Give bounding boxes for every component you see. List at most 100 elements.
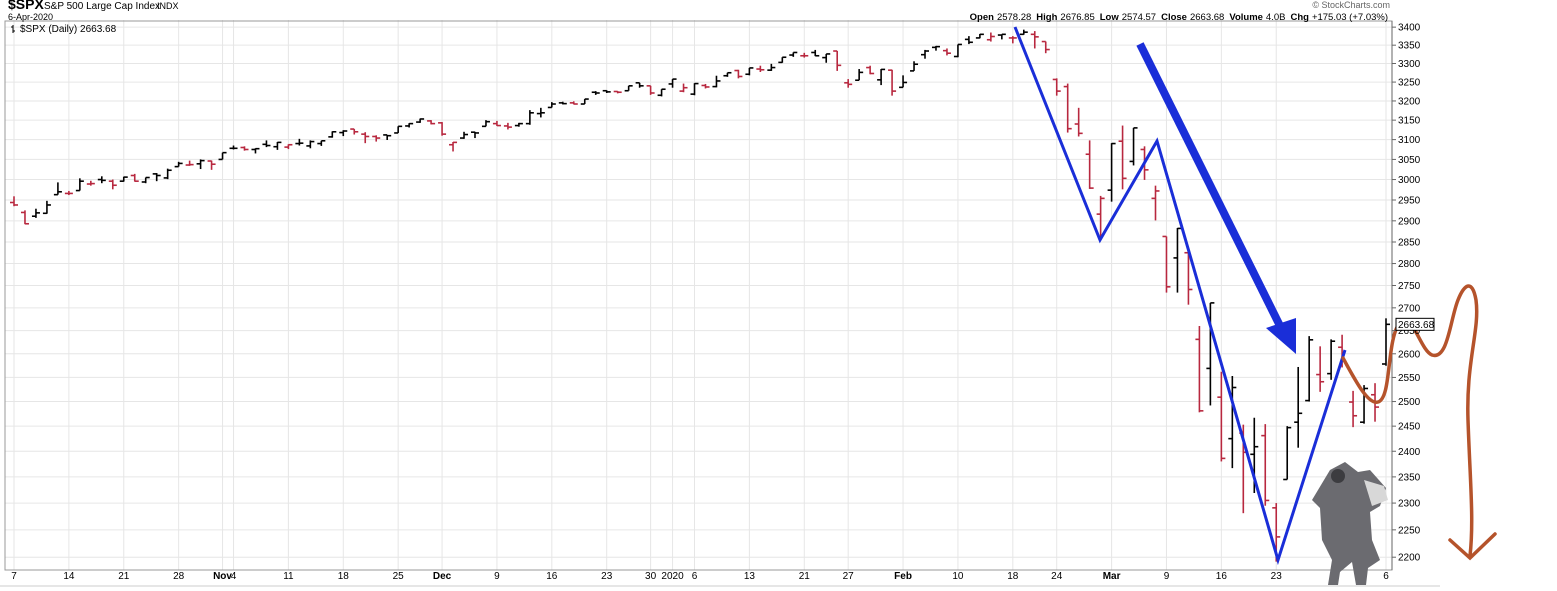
- y-tick-label: 3200: [1398, 96, 1421, 107]
- rider-image: [1312, 462, 1388, 585]
- ohlc-bar: [1096, 195, 1105, 240]
- x-tick-label: 16: [546, 571, 558, 582]
- ohlc-bar: [921, 49, 930, 59]
- ohlc-bar: [800, 52, 809, 58]
- ohlc-bar: [734, 69, 743, 79]
- ohlc-bar: [569, 101, 578, 105]
- ohlc-bar: [1327, 339, 1336, 380]
- x-tick-label: 2020: [661, 571, 684, 582]
- forecast-arrow-head: [1448, 532, 1497, 561]
- header-label: Volume: [1229, 12, 1263, 23]
- ohlc-bar: [427, 120, 436, 125]
- ohlc-bar: [251, 147, 260, 154]
- ohlc-bar: [1316, 346, 1325, 392]
- header-label: Low: [1100, 12, 1120, 23]
- arrow-head: [1266, 318, 1296, 354]
- ohlc-bar: [53, 182, 62, 196]
- ohlc-bar: [481, 120, 490, 128]
- ohlc-bar: [942, 48, 951, 56]
- ohlc-bar: [1019, 29, 1028, 36]
- ohlc-bar: [295, 138, 304, 146]
- x-tick-label: 25: [393, 571, 405, 582]
- ohlc-bar: [229, 145, 238, 150]
- x-tick-label: 7: [11, 571, 17, 582]
- ohlc-bar: [624, 85, 633, 92]
- x-tick-label: 18: [1007, 571, 1019, 582]
- header-label: Open: [970, 12, 994, 23]
- ohlc-bar: [833, 50, 842, 71]
- ohlc-bar: [207, 160, 216, 170]
- ohlc-bar: [97, 176, 106, 184]
- ohlc-bar: [273, 141, 282, 150]
- ohlc-bar: [1008, 36, 1017, 44]
- x-tick-label: 21: [118, 571, 130, 582]
- x-tick-label: Nov: [213, 571, 232, 582]
- header-value: 2578.28: [997, 12, 1031, 23]
- ohlc-bar: [1063, 83, 1072, 133]
- ohlc-bar: [1074, 107, 1083, 137]
- y-tick-label: 3150: [1398, 116, 1421, 127]
- x-tick-label: Feb: [894, 571, 912, 582]
- ohlc-bar: [1228, 376, 1237, 469]
- ohlc-bar: [1261, 424, 1270, 506]
- ohlc-bar: [1085, 140, 1094, 189]
- y-tick-label: 2800: [1398, 259, 1421, 270]
- ohlc-bar: [514, 122, 523, 127]
- y-tick-label: 3400: [1398, 23, 1421, 34]
- ohlc-bar: [1151, 185, 1160, 221]
- ohlc-bar: [866, 65, 875, 75]
- ohlc-bar: [1162, 235, 1171, 293]
- ohlc-bar: [306, 140, 315, 149]
- ohlc-bar: [1195, 326, 1204, 413]
- ohlc-bar: [130, 173, 139, 182]
- ohlc-bar: [503, 122, 512, 130]
- ohlc-bar: [1206, 302, 1215, 406]
- y-tick-label: 3000: [1398, 175, 1421, 186]
- ohlc-bar: [1107, 142, 1116, 202]
- ohlc-bar: [888, 69, 897, 96]
- y-tick-label: 2950: [1398, 196, 1421, 207]
- ohlc-bar: [613, 90, 622, 94]
- price-header: Open 2578.28 High 2676.85 Low 2574.57 Close 266…: [970, 12, 1388, 23]
- header-value: +175.03 (+7.03%): [1312, 12, 1388, 23]
- ohlc-bar: [449, 141, 458, 152]
- price-marker-label: 2663.68: [1398, 320, 1435, 331]
- x-tick-label: 9: [494, 571, 500, 582]
- y-tick-label: 3300: [1398, 59, 1421, 70]
- ohlc-bar: [778, 56, 787, 64]
- y-tick-label: 2450: [1398, 422, 1421, 433]
- ohlc-bar: [975, 33, 984, 39]
- ohlc-bar: [86, 180, 95, 186]
- ohlc-bar: [1030, 31, 1039, 49]
- ohlc-bar: [20, 210, 29, 225]
- y-tick-label: 3100: [1398, 135, 1421, 146]
- y-tick-label: 2350: [1398, 472, 1421, 483]
- x-tick-label: 11: [283, 571, 294, 582]
- x-tick-label: 18: [338, 571, 350, 582]
- ohlc-bar: [1294, 366, 1303, 448]
- y-tick-label: 2600: [1398, 349, 1421, 360]
- ohlc-bar: [811, 49, 820, 57]
- ohlc-bar: [196, 159, 205, 170]
- ohlc-bar: [394, 125, 403, 134]
- ohlc-bar: [701, 83, 710, 89]
- ohlc-bar: [383, 134, 392, 141]
- exchange: INDX: [157, 1, 179, 11]
- x-tick-label: 9: [1164, 571, 1170, 582]
- ohlc-bar: [317, 139, 326, 146]
- ohlc-bar: [185, 160, 194, 166]
- y-tick-label: 2300: [1398, 499, 1421, 510]
- ohlc-bar: [997, 33, 1006, 40]
- ohlc-bar: [361, 132, 370, 144]
- legend-icon: [11, 25, 15, 33]
- ohlc-bar: [690, 82, 699, 96]
- ohlc-bar: [152, 173, 161, 182]
- y-tick-label: 2550: [1398, 373, 1421, 384]
- ohlc-bar: [64, 190, 73, 196]
- ohlc-bar: [1118, 125, 1127, 190]
- ohlc-bar: [141, 176, 150, 184]
- x-tick-label: 6: [692, 571, 698, 582]
- ohlc-bar: [745, 67, 754, 76]
